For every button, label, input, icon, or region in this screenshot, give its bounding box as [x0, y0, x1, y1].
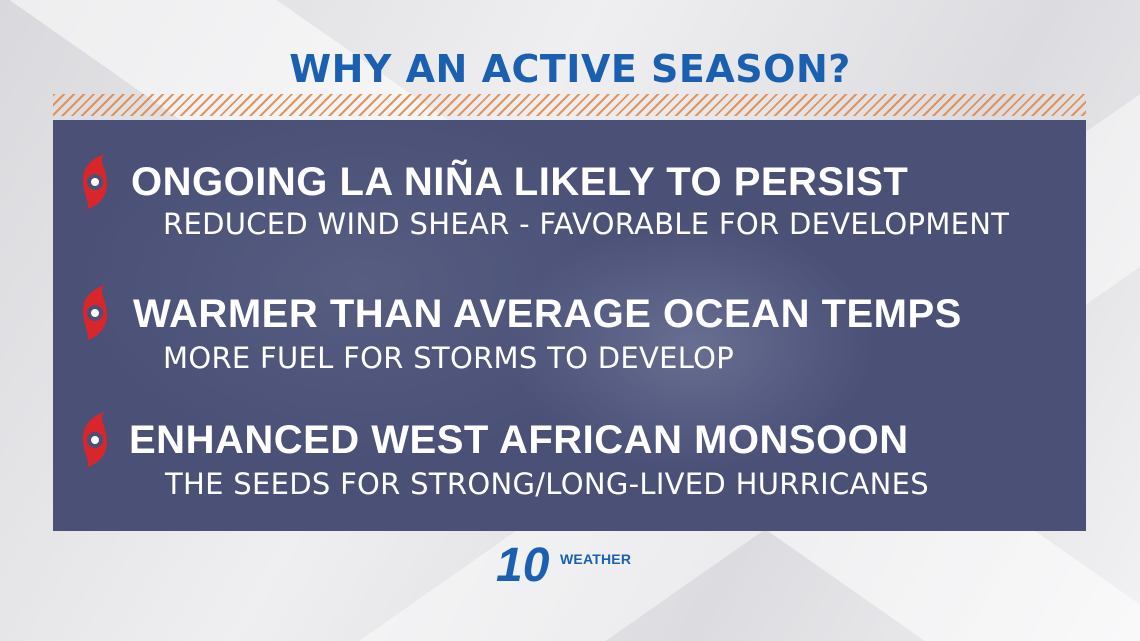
decorative-stripe-bar	[53, 94, 1086, 116]
item-heading: ENHANCED WEST AFRICAN MONSOON	[129, 418, 909, 462]
hurricane-icon	[83, 412, 107, 468]
logo-wordmark: WEATHER	[560, 551, 632, 567]
station-logo: 10 WEATHER	[494, 537, 654, 592]
item-heading: WARMER THAN AVERAGE OCEAN TEMPS	[133, 292, 962, 336]
item-detail: THE SEEDS FOR STRONG/LONG-LIVED HURRICAN…	[165, 467, 929, 501]
hurricane-icon	[83, 154, 107, 210]
svg-text:10: 10	[496, 539, 550, 587]
hurricane-icon	[83, 285, 107, 341]
item-detail: MORE FUEL FOR STORMS TO DEVELOP	[163, 341, 735, 375]
item-detail: REDUCED WIND SHEAR - FAVORABLE FOR DEVEL…	[163, 207, 1010, 241]
content-panel: ONGOING LA NIÑA LIKELY TO PERSIST REDUCE…	[53, 120, 1086, 531]
logo-10-mark: 10	[496, 539, 550, 592]
page-title: WHY AN ACTIVE SEASON?	[289, 47, 851, 91]
item-heading: ONGOING LA NIÑA LIKELY TO PERSIST	[131, 160, 909, 204]
